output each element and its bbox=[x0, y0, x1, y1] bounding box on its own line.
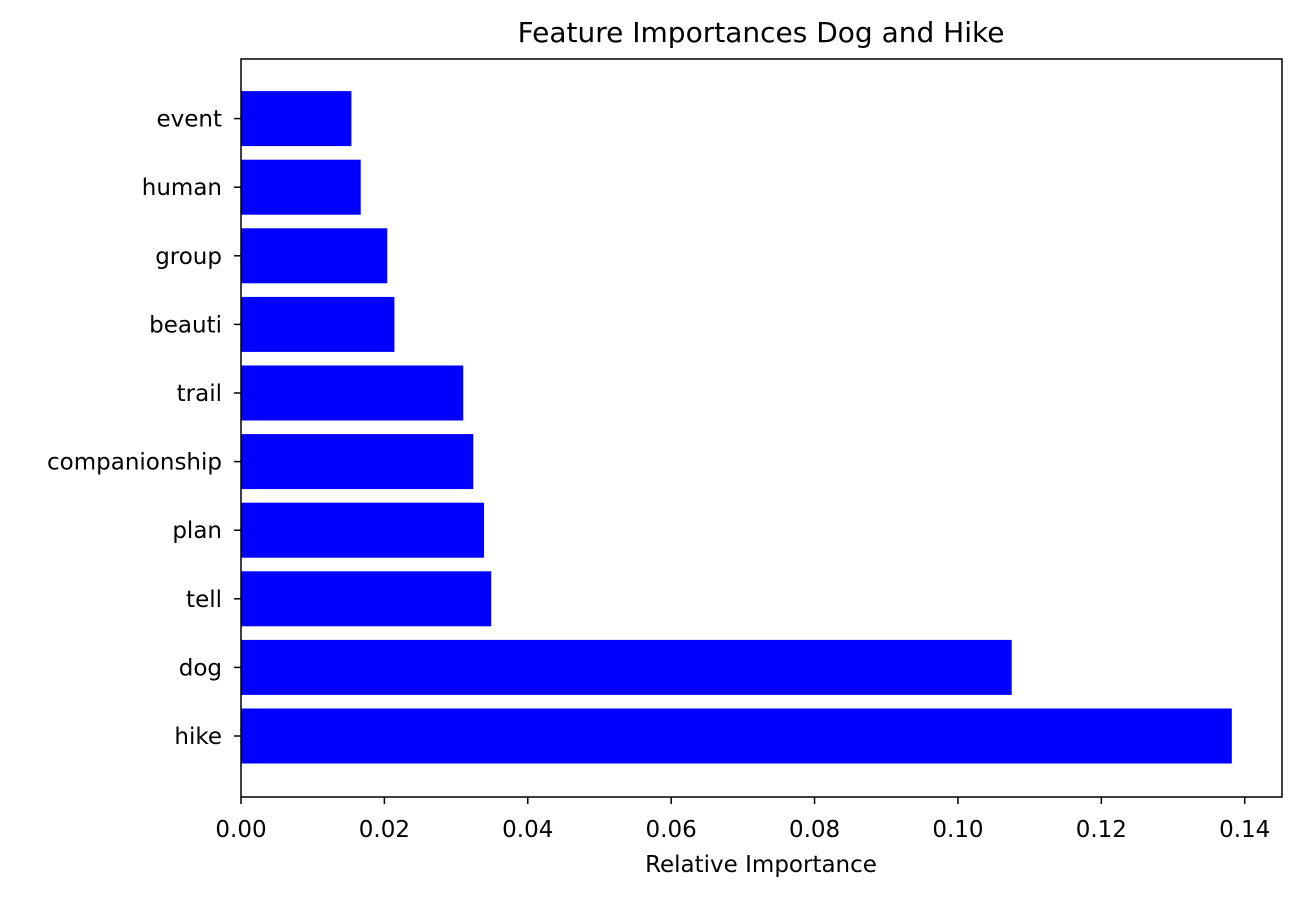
x-axis-ticks: 0.00 0.02 0.04 0.06 0.08 0.10 0.12 0.14 bbox=[215, 797, 1270, 843]
x-tick-label: 0.04 bbox=[502, 817, 553, 843]
x-tick-label: 0.02 bbox=[359, 817, 410, 843]
bar-trail bbox=[241, 365, 464, 421]
x-tick-label: 0.10 bbox=[932, 817, 983, 843]
y-tick-label: plan bbox=[172, 518, 222, 544]
x-tick-label: 0.06 bbox=[646, 817, 697, 843]
bar-companionship bbox=[241, 434, 474, 490]
y-tick-label: dog bbox=[179, 655, 222, 681]
y-tick-label: companionship bbox=[47, 450, 222, 476]
bar-dog bbox=[241, 639, 1012, 695]
bar-hike bbox=[241, 708, 1232, 764]
x-tick-label: 0.08 bbox=[789, 817, 840, 843]
plot-area-frame bbox=[240, 58, 1283, 798]
x-tick-label: 0.14 bbox=[1219, 817, 1270, 843]
y-tick-label: hike bbox=[174, 724, 222, 750]
x-tick-label: 0.00 bbox=[215, 817, 266, 843]
y-axis-ticks: hike dog tell plan companionship trail beauti g… bbox=[47, 107, 241, 750]
y-tick-label: group bbox=[155, 244, 222, 270]
x-tick-label: 0.12 bbox=[1076, 817, 1127, 843]
x-axis-label: Relative Importance bbox=[645, 852, 877, 878]
bar-event bbox=[241, 91, 352, 147]
bar-beauti bbox=[241, 296, 395, 352]
y-tick-label: beauti bbox=[149, 312, 222, 338]
y-tick-label: trail bbox=[177, 381, 222, 407]
chart-title: Feature Importances Dog and Hike bbox=[518, 16, 1005, 49]
bar-group bbox=[241, 228, 388, 284]
bar-tell bbox=[241, 571, 492, 627]
y-tick-label: tell bbox=[186, 587, 222, 613]
bar-plan bbox=[241, 502, 485, 558]
y-tick-label: human bbox=[142, 175, 222, 201]
y-tick-label: event bbox=[156, 107, 222, 133]
bar-human bbox=[241, 159, 361, 215]
bars-group bbox=[241, 91, 1232, 764]
